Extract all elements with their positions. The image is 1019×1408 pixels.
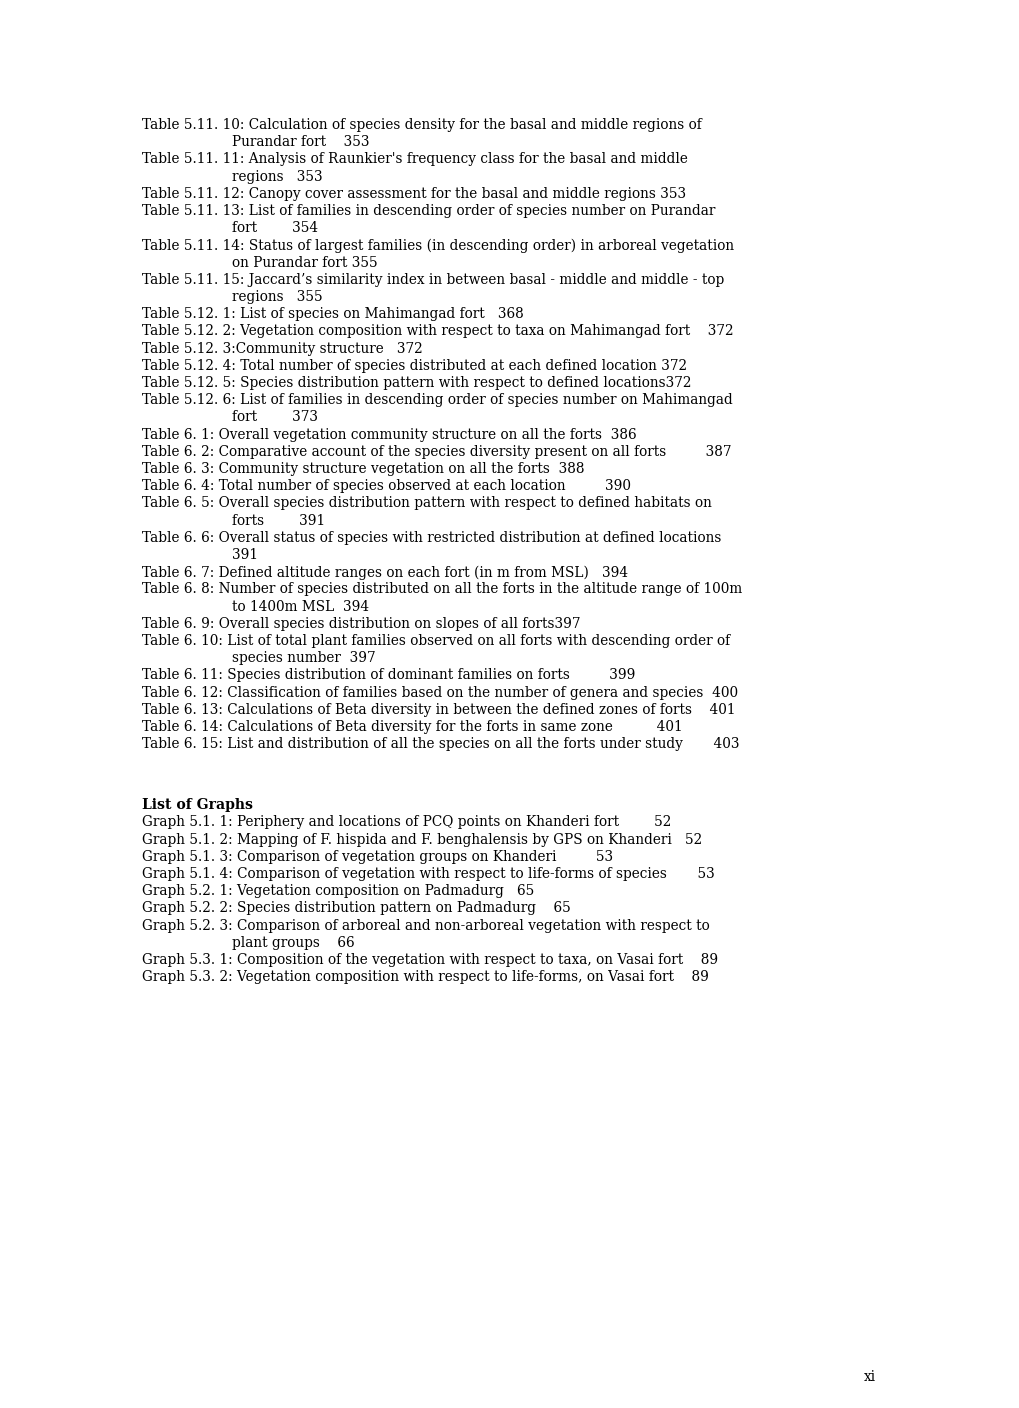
Text: Table 6. 6: Overall status of species with restricted distribution at defined lo: Table 6. 6: Overall status of species wi… — [142, 531, 720, 545]
Text: Table 5.12. 1: List of species on Mahimangad fort   368: Table 5.12. 1: List of species on Mahima… — [142, 307, 523, 321]
Text: Table 5.12. 3:Community structure   372: Table 5.12. 3:Community structure 372 — [142, 342, 422, 356]
Text: Table 5.11. 15: Jaccard’s similarity index in between basal - middle and middle : Table 5.11. 15: Jaccard’s similarity ind… — [142, 273, 723, 287]
Text: Table 5.12. 6: List of families in descending order of species number on Mahiman: Table 5.12. 6: List of families in desce… — [142, 393, 732, 407]
Text: Table 5.11. 12: Canopy cover assessment for the basal and middle regions 353: Table 5.11. 12: Canopy cover assessment … — [142, 187, 686, 201]
Text: Graph 5.1. 1: Periphery and locations of PCQ points on Khanderi fort        52: Graph 5.1. 1: Periphery and locations of… — [142, 815, 671, 829]
Text: List of Graphs: List of Graphs — [142, 798, 253, 812]
Text: fort        354: fort 354 — [231, 221, 318, 235]
Text: Table 6. 5: Overall species distribution pattern with respect to defined habitat: Table 6. 5: Overall species distribution… — [142, 497, 711, 510]
Text: plant groups    66: plant groups 66 — [231, 936, 355, 950]
Text: regions   355: regions 355 — [231, 290, 322, 304]
Text: Purandar fort    353: Purandar fort 353 — [231, 135, 369, 149]
Text: Table 5.11. 10: Calculation of species density for the basal and middle regions : Table 5.11. 10: Calculation of species d… — [142, 118, 701, 132]
Text: Table 6. 2: Comparative account of the species diversity present on all forts   : Table 6. 2: Comparative account of the s… — [142, 445, 731, 459]
Text: species number  397: species number 397 — [231, 652, 375, 665]
Text: Table 6. 4: Total number of species observed at each location         390: Table 6. 4: Total number of species obse… — [142, 479, 631, 493]
Text: Graph 5.2. 3: Comparison of arboreal and non-arboreal vegetation with respect to: Graph 5.2. 3: Comparison of arboreal and… — [142, 918, 709, 932]
Text: Table 6. 13: Calculations of Beta diversity in between the defined zones of fort: Table 6. 13: Calculations of Beta divers… — [142, 703, 735, 717]
Text: xi: xi — [863, 1370, 875, 1384]
Text: regions   353: regions 353 — [231, 169, 322, 183]
Text: Table 6. 3: Community structure vegetation on all the forts  388: Table 6. 3: Community structure vegetati… — [142, 462, 584, 476]
Text: Table 5.12. 5: Species distribution pattern with respect to defined locations372: Table 5.12. 5: Species distribution patt… — [142, 376, 691, 390]
Text: Table 5.11. 11: Analysis of Raunkier's frequency class for the basal and middle: Table 5.11. 11: Analysis of Raunkier's f… — [142, 152, 687, 166]
Text: Table 6. 14: Calculations of Beta diversity for the forts in same zone          : Table 6. 14: Calculations of Beta divers… — [142, 719, 682, 734]
Text: Graph 5.1. 4: Comparison of vegetation with respect to life-forms of species    : Graph 5.1. 4: Comparison of vegetation w… — [142, 867, 714, 881]
Text: Table 5.12. 2: Vegetation composition with respect to taxa on Mahimangad fort   : Table 5.12. 2: Vegetation composition wi… — [142, 324, 733, 338]
Text: Table 5.11. 14: Status of largest families (in descending order) in arboreal veg: Table 5.11. 14: Status of largest famili… — [142, 238, 734, 253]
Text: Table 5.12. 4: Total number of species distributed at each defined location 372: Table 5.12. 4: Total number of species d… — [142, 359, 687, 373]
Text: Table 6. 9: Overall species distribution on slopes of all forts397: Table 6. 9: Overall species distribution… — [142, 617, 580, 631]
Text: Graph 5.2. 2: Species distribution pattern on Padmadurg    65: Graph 5.2. 2: Species distribution patte… — [142, 901, 571, 915]
Text: Graph 5.1. 2: Mapping of F. hispida and F. benghalensis by GPS on Khanderi   52: Graph 5.1. 2: Mapping of F. hispida and … — [142, 832, 701, 846]
Text: Table 6. 7: Defined altitude ranges on each fort (in m from MSL)   394: Table 6. 7: Defined altitude ranges on e… — [142, 565, 628, 580]
Text: Graph 5.3. 1: Composition of the vegetation with respect to taxa, on Vasai fort : Graph 5.3. 1: Composition of the vegetat… — [142, 953, 717, 967]
Text: Graph 5.2. 1: Vegetation composition on Padmadurg   65: Graph 5.2. 1: Vegetation composition on … — [142, 884, 534, 898]
Text: fort        373: fort 373 — [231, 410, 318, 424]
Text: Graph 5.1. 3: Comparison of vegetation groups on Khanderi         53: Graph 5.1. 3: Comparison of vegetation g… — [142, 850, 612, 865]
Text: 391: 391 — [231, 548, 258, 562]
Text: to 1400m MSL  394: to 1400m MSL 394 — [231, 600, 369, 614]
Text: Table 6. 1: Overall vegetation community structure on all the forts  386: Table 6. 1: Overall vegetation community… — [142, 428, 636, 442]
Text: forts        391: forts 391 — [231, 514, 325, 528]
Text: Table 6. 10: List of total plant families observed on all forts with descending : Table 6. 10: List of total plant familie… — [142, 634, 730, 648]
Text: Table 5.11. 13: List of families in descending order of species number on Purand: Table 5.11. 13: List of families in desc… — [142, 204, 714, 218]
Text: Table 6. 15: List and distribution of all the species on all the forts under stu: Table 6. 15: List and distribution of al… — [142, 738, 739, 752]
Text: Table 6. 11: Species distribution of dominant families on forts         399: Table 6. 11: Species distribution of dom… — [142, 669, 635, 683]
Text: Graph 5.3. 2: Vegetation composition with respect to life-forms, on Vasai fort  : Graph 5.3. 2: Vegetation composition wit… — [142, 970, 708, 984]
Text: Table 6. 8: Number of species distributed on all the forts in the altitude range: Table 6. 8: Number of species distribute… — [142, 583, 742, 597]
Text: Table 6. 12: Classification of families based on the number of genera and specie: Table 6. 12: Classification of families … — [142, 686, 738, 700]
Text: on Purandar fort 355: on Purandar fort 355 — [231, 256, 377, 269]
